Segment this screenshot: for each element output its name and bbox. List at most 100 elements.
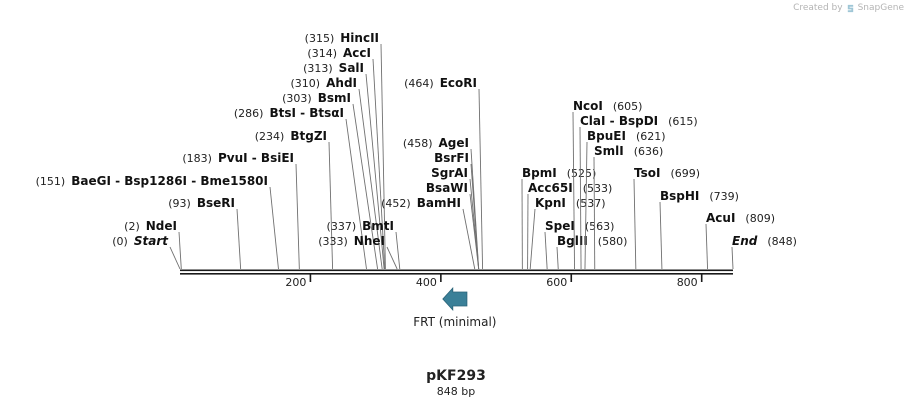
site-name-clai---bspdi: ClaI - BspDI xyxy=(580,114,658,128)
site-pos-spei: (563) xyxy=(585,220,615,233)
site-name-start: Start xyxy=(134,234,169,248)
site-leader-nhei xyxy=(386,246,398,270)
site-leader-end xyxy=(731,246,734,270)
site-pos-btsi---btsi: (286) xyxy=(234,107,264,120)
site-name-sgrai: SgrAI xyxy=(431,166,468,180)
site-leader-bsmi xyxy=(352,103,379,270)
site-pos-acci: (314) xyxy=(307,47,337,60)
site-pos-kpni: (537) xyxy=(576,197,606,210)
site-leader-pvui---bsiei xyxy=(295,163,300,270)
site-name-btsi---btsi: BtsI - BtsαI xyxy=(269,106,344,120)
site-leader-spei xyxy=(544,231,548,270)
snapgene-credit: Created by SnapGene xyxy=(793,3,904,13)
site-leader-ncoi xyxy=(572,111,575,270)
site-pos-nhei: (333) xyxy=(318,235,348,248)
site-pos-btgzi: (234) xyxy=(255,130,285,143)
site-pos-sali: (313) xyxy=(303,62,333,75)
site-name-kpni: KpnI xyxy=(535,196,566,210)
site-pos-ndei: (2) xyxy=(124,220,140,233)
site-name-btgzi: BtgZI xyxy=(290,129,327,143)
site-name-bglii: BglII xyxy=(557,234,588,248)
site-leader-btsi---btsi xyxy=(345,118,367,270)
credit-text: Created by xyxy=(793,3,843,13)
site-leader-acci xyxy=(372,58,386,270)
site-pos-baegi---bsp1286i---bme1580i: (151) xyxy=(36,175,66,188)
site-name-bsphi: BspHI xyxy=(660,189,699,203)
site-name-bpmi: BpmI xyxy=(522,166,557,180)
site-leader-bseri xyxy=(236,208,242,270)
site-pos-ncoi: (605) xyxy=(613,100,643,113)
site-leader-smli xyxy=(593,156,596,270)
ruler-tick-label: 200 xyxy=(285,276,306,289)
site-name-bpuei: BpuEI xyxy=(587,129,626,143)
site-pos-pvui---bsiei: (183) xyxy=(182,152,212,165)
site-leader-sali xyxy=(365,73,385,270)
site-name-smli: SmlI xyxy=(594,144,624,158)
site-name-ahdi: AhdI xyxy=(326,76,357,90)
site-leader-acui xyxy=(705,223,709,270)
site-leader-clai---bspdi xyxy=(579,126,582,270)
ruler-tick-label: 400 xyxy=(416,276,437,289)
plasmid-length: 848 bp xyxy=(436,385,476,398)
site-leader-bmti xyxy=(395,231,401,270)
site-leader-hincii xyxy=(380,43,386,270)
site-name-pvui---bsiei: PvuI - BsiEI xyxy=(218,151,294,165)
site-name-nhei: NheI xyxy=(354,234,385,248)
site-pos-bsmi: (303) xyxy=(282,92,312,105)
site-pos-start: (0) xyxy=(112,235,128,248)
site-pos-bmti: (337) xyxy=(327,220,357,233)
site-pos-acui: (809) xyxy=(745,212,775,225)
site-name-bseri: BseRI xyxy=(197,196,235,210)
site-leader-btgzi xyxy=(328,141,334,270)
site-name-acui: AcuI xyxy=(706,211,735,225)
site-leader-bglii xyxy=(556,246,559,270)
site-name-bsawi: BsaWI xyxy=(426,181,468,195)
site-leader-start xyxy=(169,246,181,270)
site-pos-end: (848) xyxy=(767,235,797,248)
site-name-tsoi: TsoI xyxy=(634,166,660,180)
site-name-agei: AgeI xyxy=(439,136,469,150)
ruler-tick-label: 600 xyxy=(546,276,567,289)
site-name-sali: SalI xyxy=(339,61,364,75)
feature-arrow-frt xyxy=(442,286,468,312)
feature-label-frt: FRT (minimal) xyxy=(413,315,496,329)
credit-app: SnapGene xyxy=(857,3,904,13)
site-leader-baegi---bsp1286i---bme1580i xyxy=(269,186,279,270)
site-pos-bpuei: (621) xyxy=(636,130,666,143)
site-pos-ahdi: (310) xyxy=(291,77,321,90)
site-name-bsrfi: BsrFI xyxy=(434,151,469,165)
site-name-bmti: BmtI xyxy=(362,219,394,233)
ruler-tick-label: 800 xyxy=(677,276,698,289)
site-name-ecori: EcoRI xyxy=(440,76,477,90)
plasmid-name: pKF293 xyxy=(426,368,486,384)
site-name-acc65i: Acc65I xyxy=(528,181,573,195)
site-name-bamhi: BamHI xyxy=(417,196,461,210)
site-pos-tsoi: (699) xyxy=(670,167,700,180)
site-leader-ndei xyxy=(178,231,182,270)
site-leader-ahdi xyxy=(358,88,383,270)
site-leader-bamhi xyxy=(462,208,476,270)
site-pos-agei: (458) xyxy=(403,137,433,150)
site-leader-bsphi xyxy=(659,201,663,270)
site-name-end: End xyxy=(732,234,758,248)
site-leader-tsoi xyxy=(633,178,637,270)
site-name-ncoi: NcoI xyxy=(573,99,603,113)
site-name-acci: AccI xyxy=(343,46,371,60)
site-pos-bamhi: (452) xyxy=(381,197,411,210)
site-pos-bpmi: (525) xyxy=(567,167,597,180)
site-pos-ecori: (464) xyxy=(404,77,434,90)
site-pos-hincii: (315) xyxy=(305,32,335,45)
site-leader-agei xyxy=(470,148,480,270)
site-leader-ecori xyxy=(478,88,484,270)
site-pos-smli: (636) xyxy=(634,145,664,158)
site-leader-bpuei xyxy=(584,141,588,270)
site-pos-clai---bspdi: (615) xyxy=(668,115,698,128)
site-pos-bsphi: (739) xyxy=(709,190,739,203)
site-pos-bglii: (580) xyxy=(598,235,628,248)
site-name-spei: SpeI xyxy=(545,219,575,233)
backbone-bottom-strand xyxy=(180,273,733,275)
site-leader-kpni xyxy=(529,208,536,270)
backbone-top-strand xyxy=(180,269,733,272)
site-name-ndei: NdeI xyxy=(146,219,177,233)
